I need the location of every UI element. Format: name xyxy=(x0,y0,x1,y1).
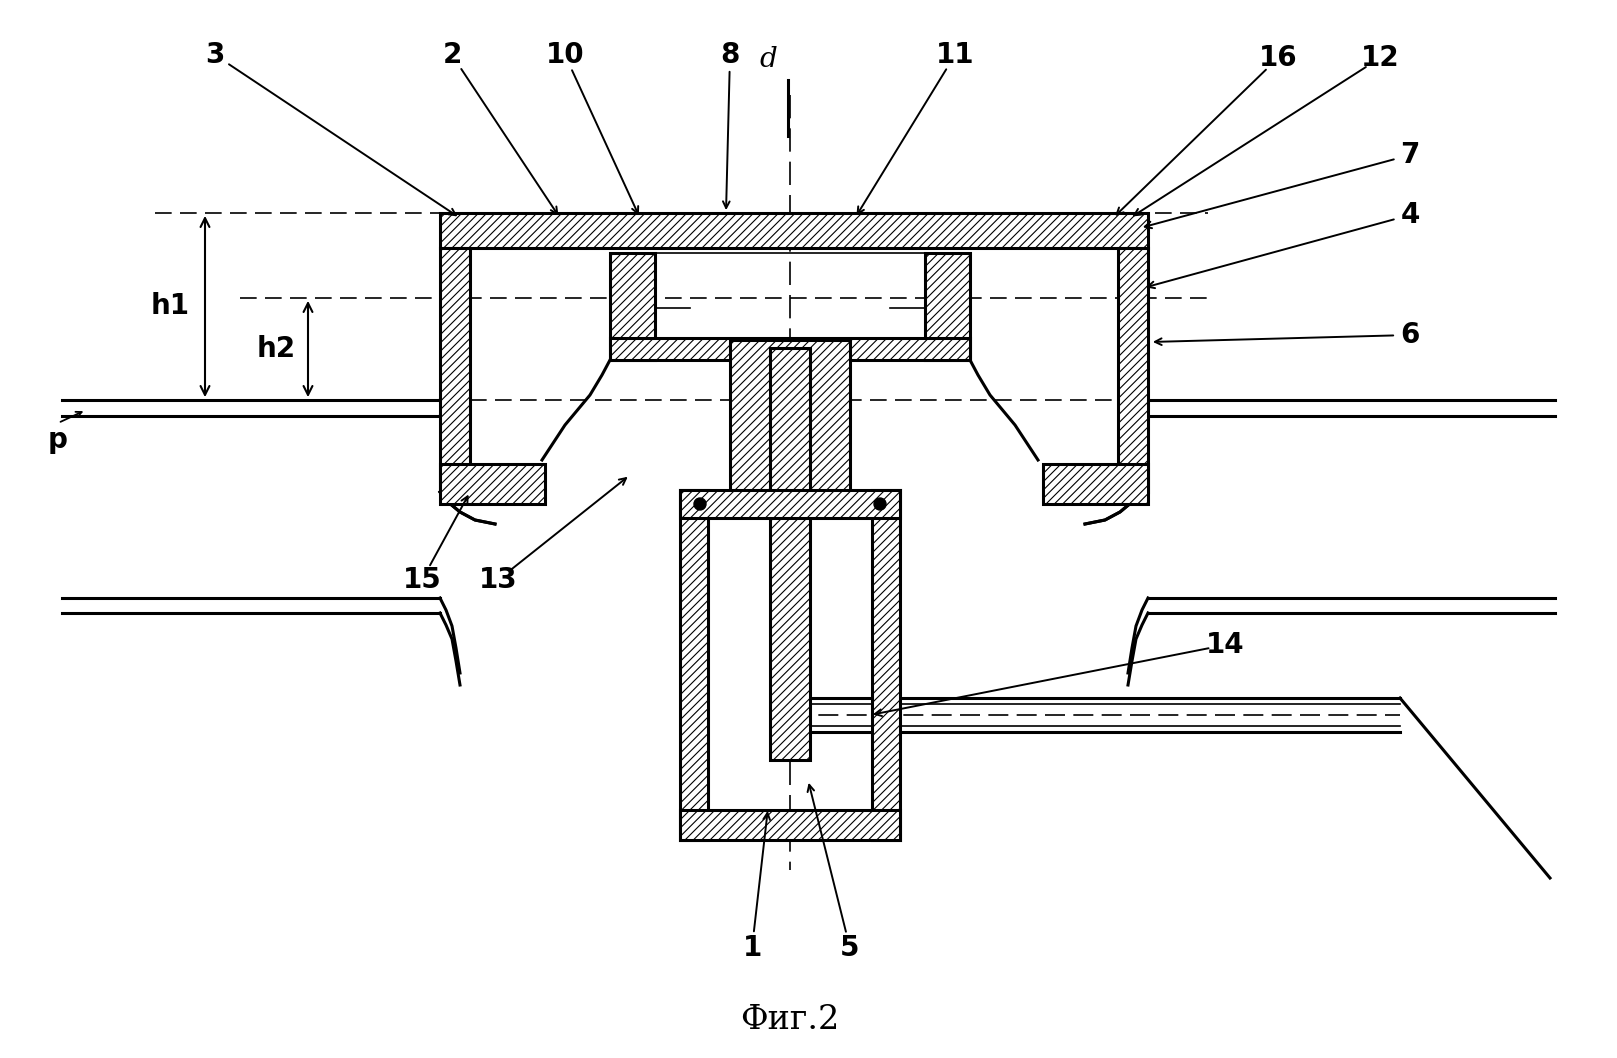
Text: h2: h2 xyxy=(257,335,296,363)
Polygon shape xyxy=(610,253,655,360)
Text: 15: 15 xyxy=(403,566,441,594)
Text: 11: 11 xyxy=(936,41,975,69)
Text: d: d xyxy=(758,45,776,73)
Text: 7: 7 xyxy=(1400,141,1420,169)
Text: 12: 12 xyxy=(1360,44,1399,72)
Text: 10: 10 xyxy=(545,41,584,69)
Text: 2: 2 xyxy=(443,41,462,69)
Polygon shape xyxy=(440,248,471,492)
Text: p: p xyxy=(49,426,68,454)
Text: h1: h1 xyxy=(150,292,191,321)
Text: 3: 3 xyxy=(205,41,225,69)
Text: 6: 6 xyxy=(1400,321,1420,349)
Text: 1: 1 xyxy=(742,934,762,962)
Polygon shape xyxy=(925,253,970,360)
Text: 14: 14 xyxy=(1206,631,1245,659)
Text: 16: 16 xyxy=(1258,44,1297,72)
Polygon shape xyxy=(729,340,851,498)
Text: 5: 5 xyxy=(841,934,860,962)
Polygon shape xyxy=(440,213,1148,248)
Polygon shape xyxy=(440,464,545,504)
Polygon shape xyxy=(681,810,901,840)
Polygon shape xyxy=(681,490,708,840)
Text: 13: 13 xyxy=(479,566,517,594)
Circle shape xyxy=(875,498,886,510)
Polygon shape xyxy=(610,338,970,360)
Polygon shape xyxy=(1117,248,1148,492)
Polygon shape xyxy=(770,348,810,760)
Polygon shape xyxy=(681,490,901,518)
Polygon shape xyxy=(1043,464,1148,504)
Text: Фиг.2: Фиг.2 xyxy=(741,1004,839,1036)
Text: 8: 8 xyxy=(720,41,739,69)
Text: 4: 4 xyxy=(1400,201,1420,229)
Polygon shape xyxy=(872,490,901,840)
Circle shape xyxy=(694,498,707,510)
